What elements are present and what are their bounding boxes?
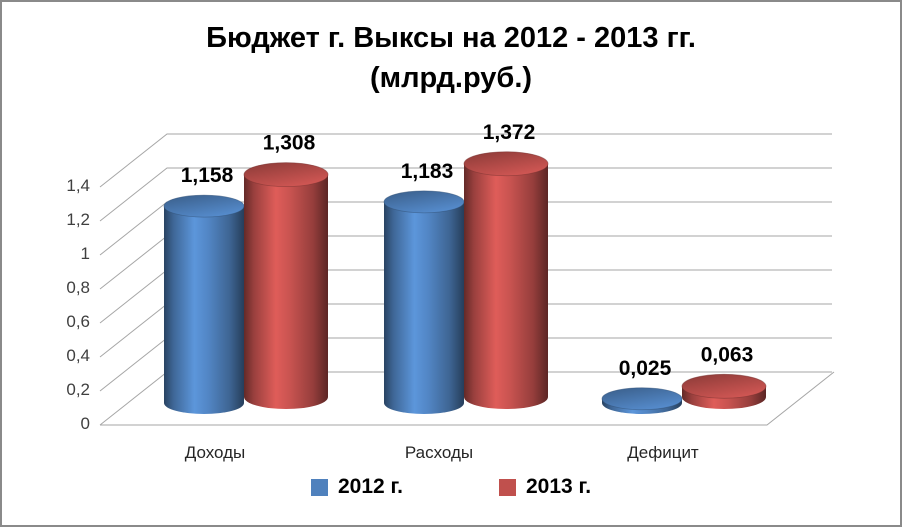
category-label-0: Доходы: [185, 443, 246, 462]
cylinder-body: [464, 163, 548, 397]
category-label-1: Расходы: [405, 443, 473, 462]
chart-title-line1: Бюджет г. Выксы на 2012 - 2013 гг.: [206, 22, 696, 54]
gridline: [99, 133, 832, 188]
data-label-s0-c1: 1,183: [401, 160, 454, 183]
x-axis-category-labels: Доходы Расходы Дефицит: [185, 443, 699, 462]
y-tick-label: 1: [81, 244, 90, 263]
y-tick-label: 1,2: [66, 210, 90, 229]
y-tick-label: 0,6: [66, 312, 90, 331]
data-label-s0-c0: 1,158: [181, 164, 234, 187]
legend-label-2012: 2012 г.: [337, 475, 403, 498]
legend-swatch-2012: [310, 478, 328, 496]
cylinder-body: [244, 174, 328, 397]
bar-s0-c2: [601, 387, 683, 414]
data-label-s1-c1: 1,372: [483, 121, 536, 144]
y-tick-label: 0,8: [66, 278, 90, 297]
cylinder-body: [164, 206, 244, 403]
data-label-s1-c2: 0,063: [701, 343, 754, 366]
floor-outline: [100, 371, 835, 426]
legend-swatch-2013: [499, 478, 516, 496]
data-labels: 1,158 1,308 1,183 1,372 0,025 0,063: [181, 121, 754, 380]
y-tick-label: 1,4: [66, 176, 90, 195]
cylinder-top: [463, 151, 549, 177]
cylinder-body: [384, 201, 464, 403]
y-tick-label: 0: [81, 414, 90, 433]
legend-item-2012: 2012 г.: [310, 475, 403, 499]
gridline: [99, 167, 832, 222]
y-tick-label: 0,2: [66, 380, 90, 399]
bar-s1-c2: [681, 373, 767, 409]
chart-title-line2: (млрд.руб.): [369, 62, 533, 94]
category-label-2: Дефицит: [627, 443, 699, 462]
y-tick-label: 0,4: [66, 346, 90, 365]
cylinder-top: [243, 162, 329, 188]
cylinder-top: [163, 194, 245, 218]
bar-s1-c1: [463, 151, 549, 409]
chart-title: Бюджет г. Выксы на 2012 - 2013 гг. (млрд…: [2, 18, 900, 98]
cylinder-top: [681, 373, 767, 399]
legend-label-2013: 2013 г.: [526, 475, 592, 498]
bar-s0-c1: [383, 190, 465, 414]
legend: 2012 г. 2013 г.: [2, 475, 900, 499]
cylinder-top: [383, 190, 465, 214]
data-label-s1-c0: 1,308: [263, 132, 316, 155]
bar-s0-c0: [163, 194, 245, 414]
cylinder-top: [601, 387, 683, 411]
bars: [163, 151, 767, 414]
legend-item-2013: 2013 г.: [499, 475, 591, 499]
data-label-s0-c2: 0,025: [619, 357, 672, 380]
bar-s1-c0: [243, 162, 329, 409]
y-axis-tick-labels: 0 0,2 0,4 0,6 0,8 1 1,2 1,4: [66, 176, 90, 433]
